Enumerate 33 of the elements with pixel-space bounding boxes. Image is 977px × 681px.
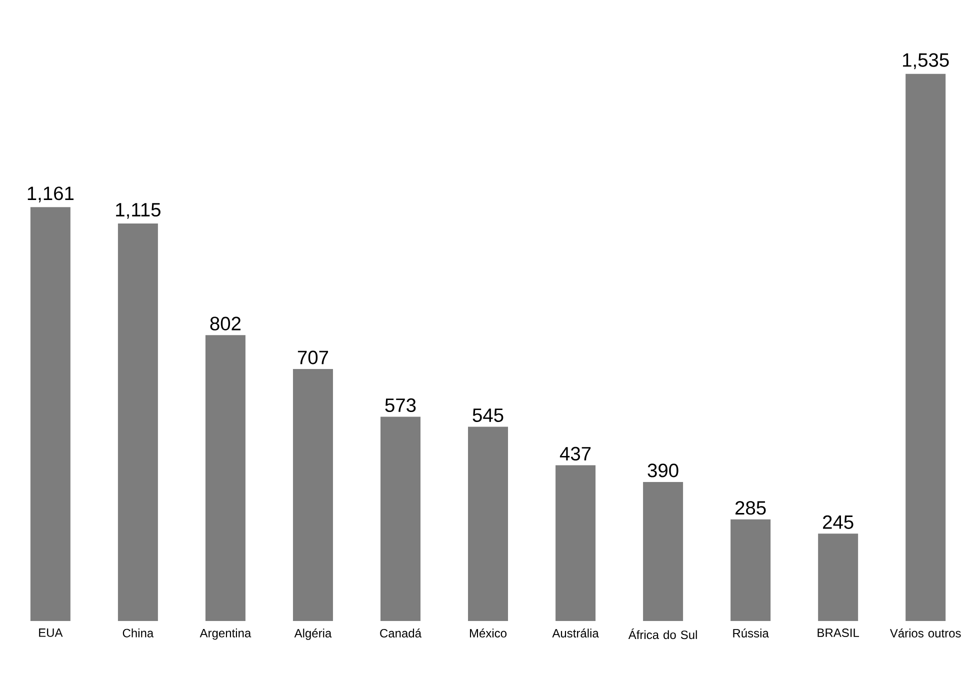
x-tick-label: África do Sul [628,628,697,640]
data-label: 802 [210,316,240,330]
x-tick-label: Rússia [733,628,769,638]
x-tick-label: Canadá [380,628,422,638]
bar [292,368,333,621]
x-tick-label: China [122,628,154,638]
x-tick-label: BRASIL [818,628,860,638]
bar [818,534,858,621]
x-tick-label: EUA [39,628,63,637]
data-label: 573 [385,398,416,412]
data-label: 545 [472,408,504,422]
x-tick-label: Argentina [200,628,252,640]
data-label: 245 [823,515,854,529]
bar [205,335,246,621]
bar [118,224,158,621]
bar [906,74,946,621]
bar [730,519,771,621]
bar [30,207,70,621]
data-label: 1,535 [903,53,949,70]
bar [643,482,684,621]
x-tick-label: México [470,628,506,638]
data-label: 285 [735,501,766,515]
bar [556,465,596,621]
bar [380,416,420,621]
x-tick-label: Austrália [552,628,599,638]
data-label: 437 [560,446,591,460]
data-label: 1,161 [28,186,74,202]
x-tick-label: Vários outros [890,628,961,638]
bar [468,426,508,621]
data-label: 707 [298,350,328,364]
data-label: 1,115 [116,203,160,219]
x-tick-label: Algéria [294,628,332,640]
data-label: 390 [648,464,678,478]
